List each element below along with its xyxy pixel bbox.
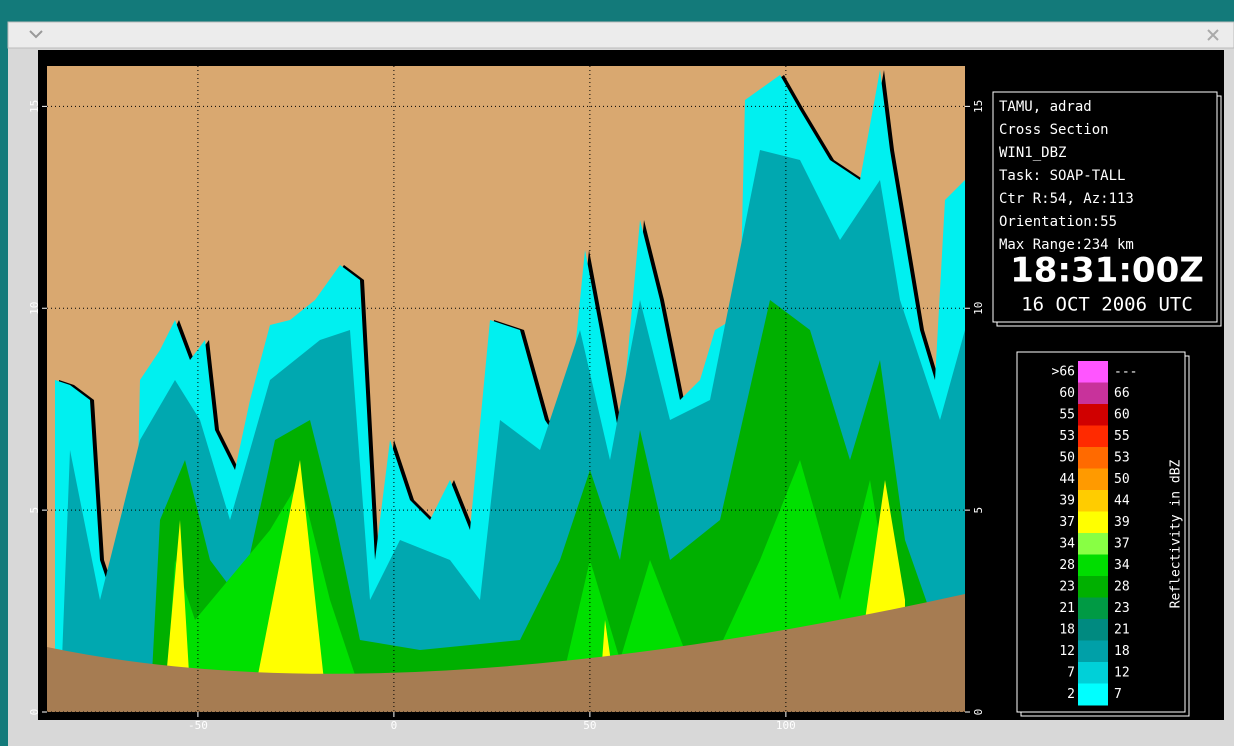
legend-low-label: 2 <box>1067 687 1075 702</box>
legend-high-label: 55 <box>1114 429 1130 444</box>
legend-swatch <box>1078 490 1108 512</box>
y-tick-label-right: 5 <box>972 507 985 514</box>
legend-low-label: 18 <box>1059 622 1075 637</box>
legend-high-label: 23 <box>1114 601 1130 616</box>
legend-high-label: 21 <box>1114 622 1130 637</box>
legend-high-label: 7 <box>1114 687 1122 702</box>
legend-low-label: 50 <box>1059 450 1075 465</box>
info-box <box>992 91 1218 323</box>
legend-low-label: >66 <box>1052 364 1075 379</box>
legend-swatch <box>1078 425 1108 448</box>
y-tick-label-right: 15 <box>972 100 985 113</box>
legend-low-label: 53 <box>1059 429 1075 444</box>
info-line: Task: SOAP-TALL <box>999 168 1125 184</box>
legend-high-label: 50 <box>1114 472 1130 487</box>
legend-swatch <box>1078 683 1108 706</box>
legend-high-label: 28 <box>1114 579 1130 594</box>
legend-low-label: 39 <box>1059 493 1075 508</box>
legend-swatch <box>1078 619 1108 641</box>
title-bar <box>7 21 1234 49</box>
legend-high-label: 44 <box>1114 493 1130 508</box>
legend-high-label: 37 <box>1114 536 1130 551</box>
legend-high-label: 18 <box>1114 644 1130 659</box>
legend-swatch <box>1078 447 1108 469</box>
axes: -50 0 50 100 0 0 5 5 10 10 15 15 <box>28 66 985 732</box>
legend-swatch <box>1078 361 1108 383</box>
info: TAMU, adrad Cross Section WIN1_DBZ Task: SO… <box>999 99 1204 316</box>
legend-high-label: 60 <box>1114 407 1130 422</box>
legend-swatch <box>1078 511 1108 534</box>
y-tick-label: 15 <box>28 100 41 113</box>
x-tick-label: 100 <box>776 719 796 732</box>
legend-low-label: 55 <box>1059 407 1075 422</box>
info-line: Cross Section <box>999 122 1109 138</box>
legend-low-label: 34 <box>1059 536 1075 551</box>
y-tick-label: 10 <box>28 302 41 315</box>
legend-high-label: 53 <box>1114 450 1130 465</box>
x-tick-label: 0 <box>391 719 398 732</box>
info-line: Orientation:55 <box>999 214 1117 230</box>
info-time: 18:31:00Z <box>1010 251 1204 291</box>
info-date: 16 OCT 2006 UTC <box>1021 294 1193 316</box>
legend-swatch <box>1078 576 1108 598</box>
legend-high-label: 34 <box>1114 558 1130 573</box>
legend-high-label: 12 <box>1114 665 1130 680</box>
legend-swatch <box>1078 468 1108 491</box>
legend-title: Reflectivity in dBZ <box>1169 459 1184 608</box>
window-menu-button[interactable] <box>29 30 43 39</box>
x-tick-label: -50 <box>188 719 208 732</box>
legend-low-label: 7 <box>1067 665 1075 680</box>
legend-low-label: 21 <box>1059 601 1075 616</box>
info-line: Max Range:234 km <box>999 237 1134 253</box>
legend-swatch <box>1078 382 1108 405</box>
close-button[interactable] <box>1207 29 1219 41</box>
ground <box>47 594 965 712</box>
y-tick-label-right: 0 <box>972 709 985 716</box>
plot <box>47 66 965 712</box>
echo-field <box>55 70 965 712</box>
legend-low-label: 60 <box>1059 386 1075 401</box>
legend-swatch <box>1078 554 1108 577</box>
legend-high-label: --- <box>1114 364 1137 379</box>
legend-swatch <box>1078 640 1108 663</box>
legend-low-label: 23 <box>1059 579 1075 594</box>
legend-swatch <box>1078 597 1108 620</box>
x-tick-label: 50 <box>583 719 596 732</box>
legend-low-label: 12 <box>1059 644 1075 659</box>
info-line: TAMU, adrad <box>999 99 1092 115</box>
legend-swatch <box>1078 533 1108 555</box>
legend-low-label: 44 <box>1059 472 1075 487</box>
legend-low-label: 28 <box>1059 558 1075 573</box>
info-line: WIN1_DBZ <box>999 145 1066 161</box>
y-tick-label: 5 <box>28 507 41 514</box>
y-tick-label-right: 10 <box>972 302 985 315</box>
legend: >66 --- 60 66 55 60 53 55 50 53 44 50 39 44 37 39 34 37 28… <box>1052 361 1184 706</box>
legend-low-label: 37 <box>1059 515 1075 530</box>
y-tick-label: 0 <box>28 709 41 716</box>
legend-swatch <box>1078 662 1108 684</box>
legend-high-label: 39 <box>1114 515 1130 530</box>
legend-high-label: 66 <box>1114 386 1130 401</box>
legend-swatch <box>1078 404 1108 426</box>
info-line: Ctr R:54, Az:113 <box>999 191 1134 207</box>
